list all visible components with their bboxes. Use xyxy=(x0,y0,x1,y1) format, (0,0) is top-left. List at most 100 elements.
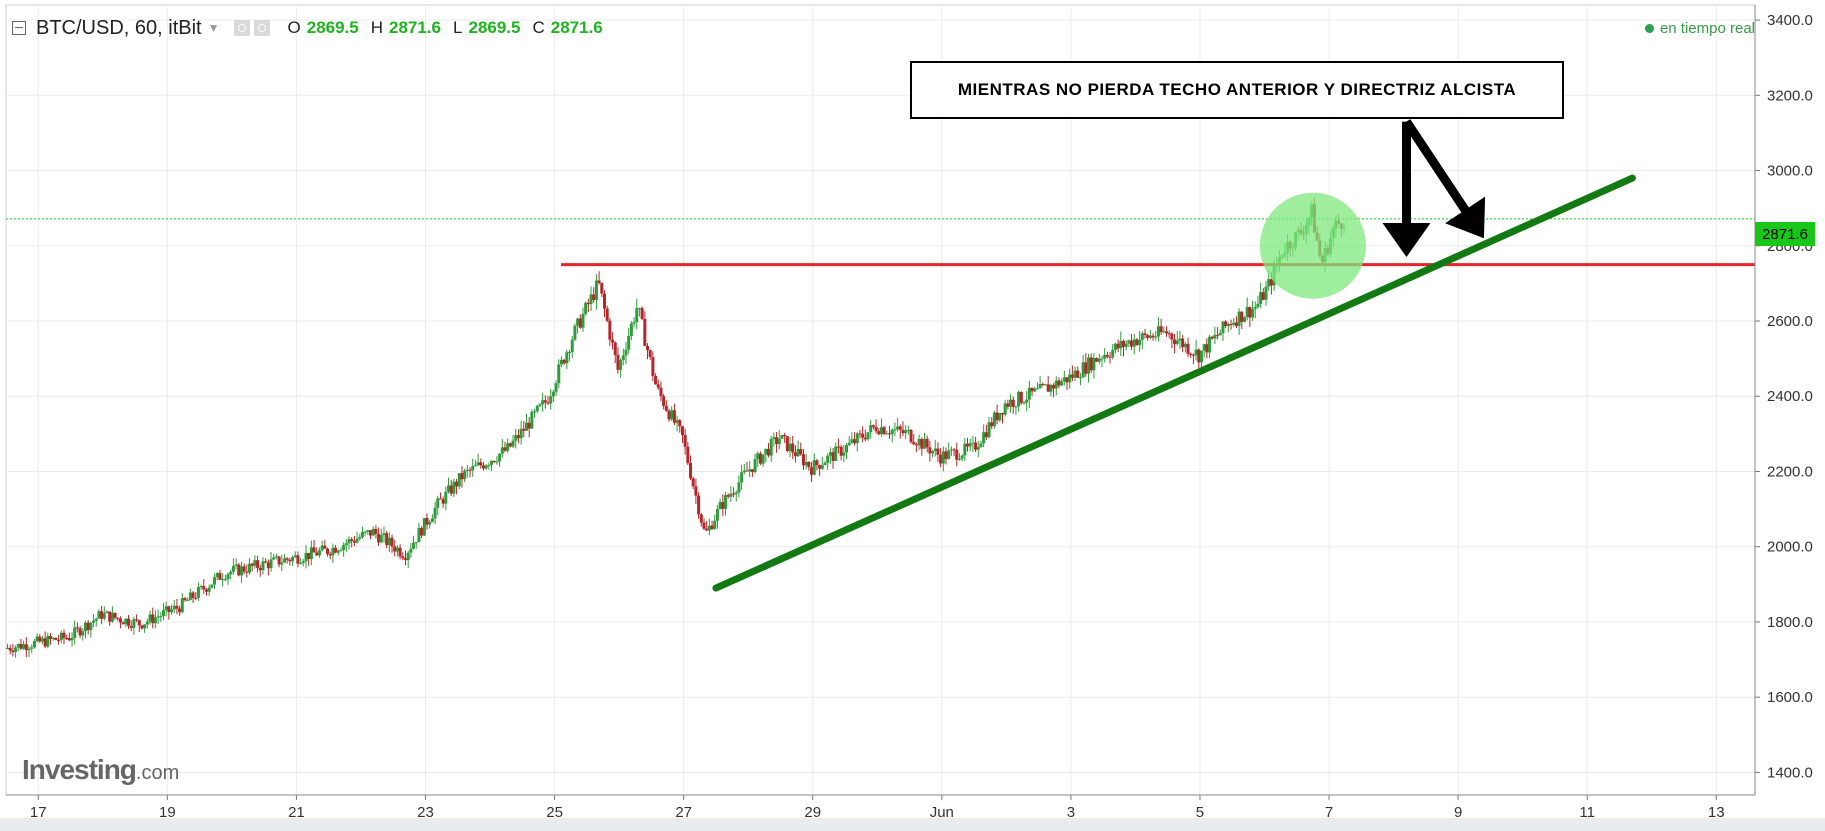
candle-up xyxy=(261,561,265,571)
candle-down xyxy=(785,436,789,451)
candle-down xyxy=(127,618,131,626)
candle-down xyxy=(818,465,822,469)
candle-down xyxy=(8,647,12,651)
gear-icon[interactable] xyxy=(253,20,270,36)
chevron-down-icon[interactable]: ▼ xyxy=(207,21,220,35)
y-tick-label: 1600.0 xyxy=(1767,689,1813,706)
candle-up xyxy=(976,447,980,450)
y-tick-label: 2600.0 xyxy=(1767,313,1813,330)
plot-frame xyxy=(5,4,1756,796)
candle-up xyxy=(145,621,149,625)
candle-down xyxy=(839,446,843,456)
candle-down xyxy=(183,598,187,601)
candle-down xyxy=(352,540,356,543)
candle-down xyxy=(1165,331,1169,334)
live-dot-icon xyxy=(1644,24,1654,33)
candle-down xyxy=(1095,358,1099,362)
candle-up xyxy=(430,518,434,523)
logo-main: Investing xyxy=(22,754,137,785)
candle-up xyxy=(707,525,711,531)
candle-up xyxy=(320,545,324,551)
candle-up xyxy=(234,564,238,566)
candle-up xyxy=(1027,387,1031,400)
candle-up xyxy=(549,396,553,404)
candle-down xyxy=(135,619,139,621)
candle-up xyxy=(847,442,851,446)
ohlc-close-key: C xyxy=(532,18,545,37)
x-tick-label: 27 xyxy=(675,804,692,821)
candle-down xyxy=(1105,354,1109,357)
candle-down xyxy=(522,428,526,431)
candle-down xyxy=(815,460,819,466)
candle-up xyxy=(6,647,9,649)
candle-up xyxy=(866,432,870,440)
candle-up xyxy=(30,647,34,649)
candle-down xyxy=(204,589,208,592)
candle-down xyxy=(944,451,948,459)
candle-down xyxy=(984,432,988,438)
candle-up xyxy=(1267,279,1271,287)
candle-up xyxy=(1014,406,1018,408)
candle-down xyxy=(882,427,886,435)
candle-up xyxy=(535,405,539,412)
investing-logo: Investing.com xyxy=(22,754,179,786)
highlight-circle xyxy=(1259,192,1366,299)
candle-up xyxy=(14,647,18,653)
candle-down xyxy=(543,400,547,403)
candle-up xyxy=(748,469,752,472)
candle-down xyxy=(425,518,429,525)
candle-down xyxy=(455,481,459,487)
candle-up xyxy=(729,493,733,497)
candle-down xyxy=(1135,339,1139,345)
candle-up xyxy=(124,618,128,625)
candle-down xyxy=(807,461,811,468)
collapse-icon[interactable] xyxy=(12,21,26,35)
candle-up xyxy=(309,547,313,560)
symbol-label[interactable]: BTC/USD, 60, itBit xyxy=(36,16,202,39)
candle-up xyxy=(35,636,39,641)
candle-up xyxy=(1175,340,1179,345)
candle-up xyxy=(239,566,243,576)
candle-up xyxy=(70,637,74,641)
x-tick-label: 9 xyxy=(1454,804,1462,821)
candle-up xyxy=(557,364,561,384)
candle-up xyxy=(1232,322,1236,325)
candle-down xyxy=(1261,292,1265,300)
candle-down xyxy=(1019,391,1023,403)
candle-up xyxy=(1264,286,1268,300)
candle-down xyxy=(888,433,892,435)
candle-up xyxy=(143,624,147,629)
candle-up xyxy=(186,600,190,602)
candle-up xyxy=(199,586,203,588)
candle-up xyxy=(339,550,343,552)
candle-down xyxy=(758,453,762,464)
candle-up xyxy=(22,644,26,649)
candle-up xyxy=(188,592,192,601)
candle-up xyxy=(105,611,109,614)
candle-up xyxy=(89,622,93,631)
candle-down xyxy=(1146,335,1150,339)
candle-up xyxy=(723,495,727,509)
candle-down xyxy=(1052,384,1056,389)
candle-down xyxy=(288,559,292,562)
candle-down xyxy=(877,431,881,435)
candle-down xyxy=(503,447,507,451)
candle-up xyxy=(490,460,494,466)
candle-up xyxy=(81,631,85,636)
candle-up xyxy=(170,609,174,613)
candle-down xyxy=(19,643,23,649)
candle-down xyxy=(1197,349,1201,363)
candle-down xyxy=(914,444,918,446)
eye-icon[interactable] xyxy=(233,20,250,36)
candle-up xyxy=(568,351,572,353)
candle-up xyxy=(282,558,286,563)
candle-up xyxy=(570,339,574,352)
candle-up xyxy=(452,481,456,494)
candle-down xyxy=(858,433,862,435)
candle-up xyxy=(1035,388,1039,390)
candle-up xyxy=(387,537,391,546)
candle-up xyxy=(366,530,370,532)
candle-down xyxy=(605,308,609,321)
candle-up xyxy=(301,561,305,564)
